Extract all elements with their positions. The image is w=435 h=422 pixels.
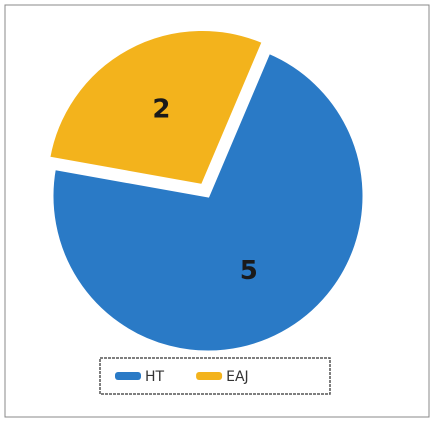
legend-label: EAJ: [226, 369, 249, 385]
pie-slice: [46, 27, 266, 188]
data-label: 2: [152, 94, 170, 124]
legend-swatch: [196, 372, 223, 380]
legend-swatch: [115, 372, 141, 380]
legend-label: HT: [145, 369, 165, 385]
data-label: 5: [240, 256, 258, 286]
pie-slice: [50, 50, 366, 354]
